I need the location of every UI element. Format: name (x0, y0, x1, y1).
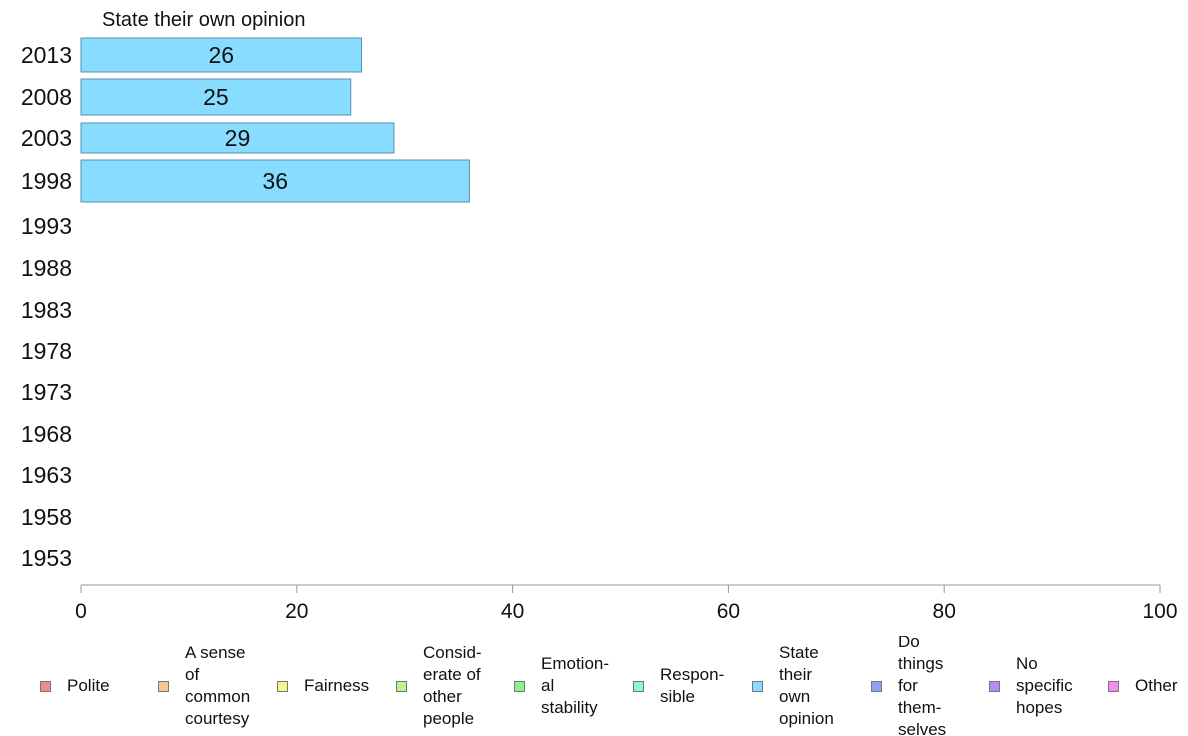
x-tick-label: 20 (285, 600, 308, 623)
bar (80, 122, 395, 154)
x-tick-label: 100 (1142, 600, 1177, 623)
y-tick-label: 1963 (21, 462, 72, 488)
bar (80, 78, 352, 116)
bar-chart: State their own opinion 2013 2008 2003 1998… (21, 9, 1178, 623)
y-tick-label: 1973 (21, 379, 72, 405)
legend-item: Consid- erate of other people (396, 636, 509, 736)
y-tick-label: 1978 (21, 338, 72, 364)
x-axis: 0 20 40 60 80 100 (75, 584, 1178, 623)
bar (80, 37, 363, 73)
bar-data-labels: 26 25 29 36 (203, 42, 288, 194)
y-tick-label: 2013 (21, 42, 72, 68)
legend: Polite A sense of common courtesy Fairness… (0, 636, 1188, 736)
legend-item: No specific hopes (989, 636, 1102, 736)
legend-swatch (158, 680, 169, 692)
y-axis-labels: 2013 2008 2003 1998 1993 1988 1983 1978 1973 1968… (21, 42, 72, 571)
legend-item: Other (1108, 636, 1188, 736)
legend-item: Do things for them- selves (871, 636, 984, 736)
legend-label: Polite (67, 676, 110, 695)
bar-data-label: 36 (262, 168, 288, 194)
legend-swatch (1108, 680, 1119, 692)
legend-label: State their own opinion (779, 643, 834, 728)
legend-label: A sense of common courtesy (185, 643, 251, 728)
legend-item: Respon- sible (633, 636, 746, 736)
legend-label: Other (1135, 676, 1178, 695)
legend-label: Fairness (304, 676, 370, 695)
x-tick-label: 60 (717, 600, 740, 623)
legend-label: Emotion- al stability (541, 654, 610, 717)
bar-data-label: 25 (203, 84, 229, 110)
x-tick-label: 0 (75, 600, 87, 623)
bars (80, 37, 470, 203)
legend-item: State their own opinion (752, 636, 865, 736)
legend-swatch (40, 680, 51, 692)
legend-swatch (277, 680, 288, 692)
y-tick-label: 1998 (21, 168, 72, 194)
y-tick-label: 1958 (21, 504, 72, 530)
x-tick-label: 80 (933, 600, 956, 623)
legend-swatch (514, 680, 525, 692)
legend-label: No specific hopes (1016, 654, 1073, 717)
y-tick-label: 2003 (21, 125, 72, 151)
legend-swatch (633, 680, 644, 692)
bar-data-label: 26 (208, 42, 234, 68)
bar-data-label: 29 (225, 125, 251, 151)
legend-swatch (871, 680, 882, 692)
legend-item: Emotion- al stability (514, 636, 627, 736)
y-tick-label: 1968 (21, 421, 72, 447)
y-tick-label: 2008 (21, 84, 72, 110)
y-tick-label: 1983 (21, 297, 72, 323)
legend-swatch (396, 680, 407, 692)
chart-title: State their own opinion (102, 9, 305, 31)
legend-item: A sense of common courtesy (158, 636, 271, 736)
legend-item: Fairness (277, 636, 390, 736)
legend-item: Polite (40, 636, 153, 736)
legend-label: Respon- sible (660, 665, 725, 706)
legend-swatch (989, 680, 1000, 692)
legend-label: Do things for them- selves (898, 636, 947, 736)
legend-label: Consid- erate of other people (423, 643, 482, 728)
y-tick-label: 1988 (21, 255, 72, 281)
legend-swatch (752, 680, 763, 692)
x-tick-label: 40 (501, 600, 524, 623)
bar (80, 159, 470, 203)
y-tick-label: 1953 (21, 545, 72, 571)
y-tick-label: 1993 (21, 213, 72, 239)
